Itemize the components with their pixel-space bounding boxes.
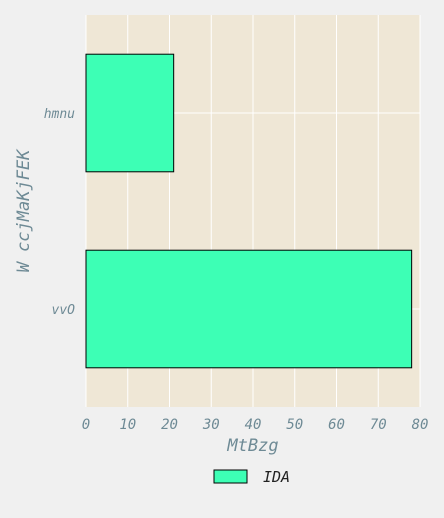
x-tick-label-2: 20 bbox=[161, 417, 178, 433]
bar-vvO bbox=[86, 250, 412, 368]
legend-swatch bbox=[214, 470, 247, 483]
x-tick-label-1: 10 bbox=[119, 417, 136, 433]
x-tick-label-7: 70 bbox=[370, 417, 387, 433]
x-tick-label-3: 30 bbox=[202, 417, 220, 433]
x-tick-label-8: 80 bbox=[412, 417, 429, 433]
y-category-labels: hmnu vvO bbox=[44, 107, 75, 318]
legend: IDA bbox=[214, 468, 290, 486]
x-tick-labels: 0 10 20 30 40 50 60 70 80 bbox=[82, 417, 429, 433]
x-tick-label-4: 40 bbox=[245, 417, 262, 433]
y-axis-title: W ccjMaKjFEK bbox=[14, 148, 34, 273]
x-tick-label-6: 60 bbox=[328, 417, 345, 433]
x-tick-label-5: 50 bbox=[286, 417, 303, 433]
category-label-hmnu: hmnu bbox=[44, 107, 75, 122]
x-tick-label-0: 0 bbox=[82, 417, 90, 433]
x-axis-title: MtBzg bbox=[226, 436, 278, 456]
legend-label: IDA bbox=[263, 468, 290, 486]
bar-hmnu bbox=[86, 54, 174, 172]
category-label-vvO: vvO bbox=[52, 303, 76, 318]
